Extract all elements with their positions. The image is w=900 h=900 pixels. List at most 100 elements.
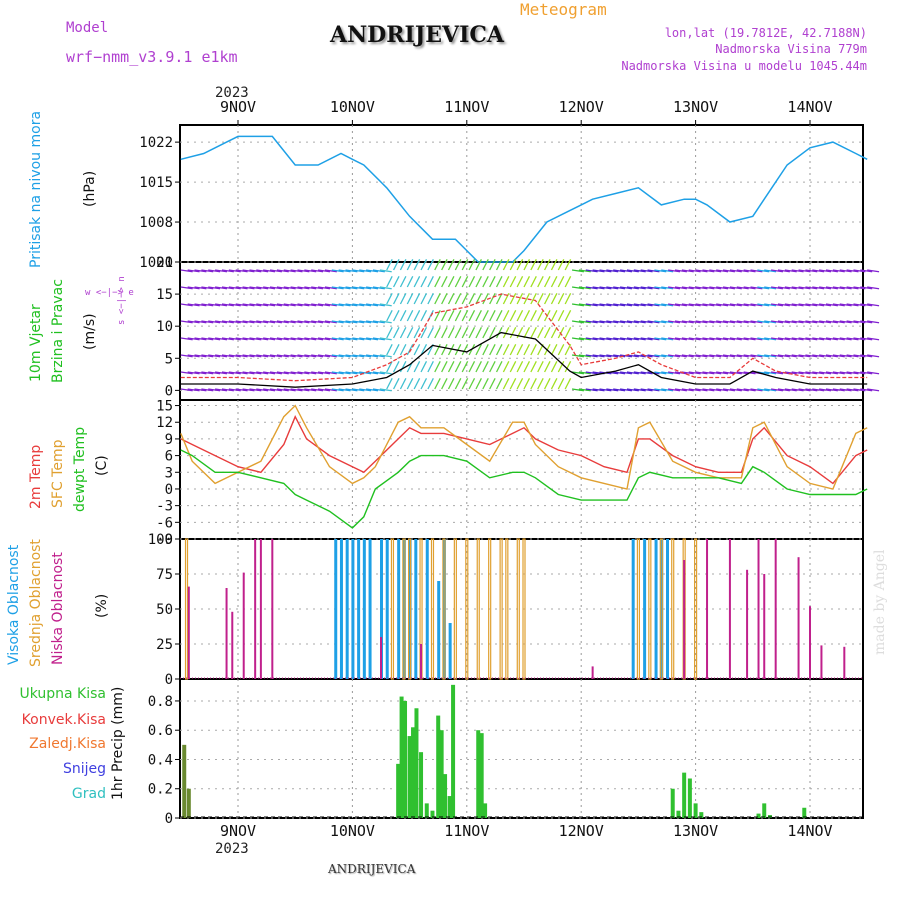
wind-arrow xyxy=(557,310,565,322)
wind-arrow xyxy=(791,303,804,307)
wind-arrow xyxy=(613,320,626,324)
wind-arrow xyxy=(606,286,619,290)
wind-arrow xyxy=(606,388,619,392)
wind-arrow xyxy=(352,388,365,392)
day-label-top: 14NOV xyxy=(787,98,832,116)
wind-arrow xyxy=(317,320,331,324)
wind-arrow xyxy=(201,286,214,290)
wind-arrow xyxy=(564,327,572,339)
wind-arrow xyxy=(208,388,221,392)
wind-arrow xyxy=(592,388,605,392)
wind-arrow xyxy=(372,371,385,375)
wind-arrow xyxy=(324,388,337,392)
wind-arrow xyxy=(777,269,790,273)
wind-arrow xyxy=(688,388,701,392)
wind-arrow xyxy=(263,337,276,341)
wind-arrow xyxy=(215,320,228,324)
wind-arrow xyxy=(379,320,392,324)
wind-arrow xyxy=(495,310,503,322)
wind-arrow xyxy=(716,371,729,375)
wind-arrow xyxy=(736,303,749,307)
wind-arrow xyxy=(427,344,434,356)
cloud-low-bar xyxy=(591,666,594,679)
precip-bar xyxy=(451,684,456,818)
wind-arrow xyxy=(819,354,832,358)
wind-arrow xyxy=(187,269,200,273)
wind-arrow xyxy=(441,344,448,356)
page-title: ANDRIJEVICA xyxy=(330,22,504,48)
wind-arrow xyxy=(276,371,289,375)
wind-arrow xyxy=(215,371,228,375)
wind-arrow xyxy=(372,303,385,307)
wind-arrow xyxy=(860,269,873,273)
precip-unit: 1hr Precip (mm) xyxy=(110,686,126,800)
wind-arrow xyxy=(626,269,639,273)
cloud-label-high: Visoka Oblacnost xyxy=(6,544,22,665)
wind-arrow xyxy=(311,286,324,290)
wind-arrow xyxy=(386,310,393,322)
wind-arrow xyxy=(516,293,524,305)
wind-arrow xyxy=(447,378,455,390)
wind-arrow xyxy=(180,337,193,341)
wind-arrow xyxy=(757,388,770,392)
wind-arrow xyxy=(716,303,729,307)
wind-arrow xyxy=(750,286,763,290)
wind-arrow xyxy=(263,320,276,324)
wind-arrow xyxy=(640,320,653,324)
wind-arrow xyxy=(654,388,667,392)
wind-arrow xyxy=(764,269,777,273)
wind-arrow xyxy=(489,276,496,288)
wind-arrow xyxy=(338,286,351,290)
wind-arrow xyxy=(619,371,633,375)
meteogram-label: Meteogram xyxy=(520,0,607,19)
wind-arrow xyxy=(372,286,385,290)
wind-arrow xyxy=(461,361,469,373)
wind-arrow xyxy=(317,337,331,341)
precip-bar xyxy=(419,752,424,818)
wind-arrow xyxy=(372,337,385,341)
cloud-mid-bar xyxy=(488,538,492,680)
wind-arrow xyxy=(502,378,510,390)
wind-arrow xyxy=(537,344,544,356)
wind-arrow xyxy=(592,269,605,273)
wind-arrow xyxy=(564,310,572,322)
temp-dewpt-line xyxy=(180,449,868,529)
wind-arrow xyxy=(688,354,701,358)
y-tick-label: 75 xyxy=(156,567,173,583)
wind-arrow xyxy=(537,259,544,271)
wind-arrow xyxy=(702,269,715,273)
wind-arrow xyxy=(674,354,687,358)
wind-arrow xyxy=(366,320,379,324)
wind-arrow xyxy=(502,310,510,322)
wind-arrow xyxy=(695,371,708,375)
wind-arrow xyxy=(867,371,880,375)
wind-arrow xyxy=(235,286,248,290)
wind-arrow xyxy=(819,371,832,375)
wind-arrow xyxy=(709,303,722,307)
wind-arrow xyxy=(681,269,694,273)
wind-arrow xyxy=(702,388,715,392)
wind-arrow xyxy=(434,293,441,305)
wind-arrow xyxy=(819,303,832,307)
wind-arrow xyxy=(242,320,255,324)
wind-arrow xyxy=(695,286,708,290)
wind-arrow xyxy=(530,344,537,356)
wind-arrow xyxy=(736,354,749,358)
cloud-low-bar xyxy=(254,539,257,679)
wind-arrow xyxy=(578,269,591,273)
wind-arrow xyxy=(256,388,269,392)
wind-arrow xyxy=(812,320,825,324)
wind-arrow xyxy=(805,286,818,290)
wind-arrow xyxy=(215,303,228,307)
wind-arrow xyxy=(764,388,777,392)
cloud-high-bar xyxy=(437,581,441,679)
wind-arrow xyxy=(633,388,646,392)
wind-arrow xyxy=(434,259,441,271)
wind-arrow xyxy=(523,378,531,390)
wind-arrow xyxy=(345,388,358,392)
wind-arrow xyxy=(468,276,476,288)
wind-arrow xyxy=(709,286,722,290)
wind-arrow xyxy=(393,310,400,322)
wind-arrow xyxy=(297,388,310,392)
wind-arrow xyxy=(571,320,585,324)
